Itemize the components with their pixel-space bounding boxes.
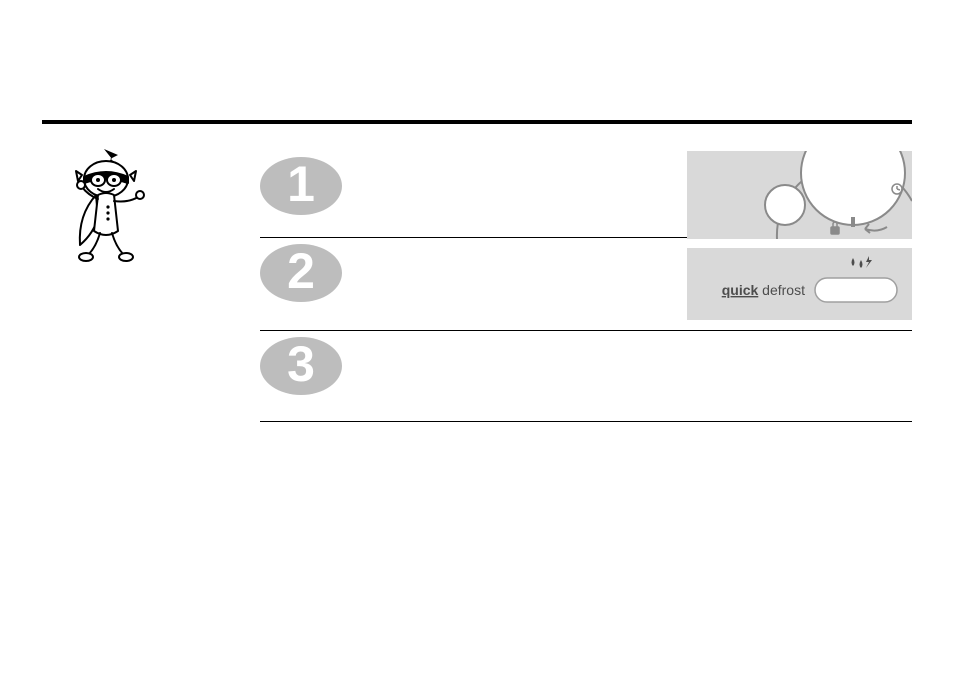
step-1: 1: [260, 145, 912, 237]
mascot-illustration: [58, 145, 168, 265]
step-body: [362, 244, 667, 302]
steps-list: 1: [260, 145, 912, 422]
step-number: 3: [287, 339, 315, 389]
step-number: 1: [287, 159, 315, 209]
step-separator: [260, 421, 912, 422]
step-number-badge: 1: [260, 157, 342, 215]
button-panel-illustration: quick defrost: [687, 244, 912, 324]
dial-panel-illustration: [687, 151, 912, 231]
step-number: 2: [287, 246, 315, 296]
step-body: [362, 337, 912, 395]
top-rule: [42, 120, 912, 124]
step-2: 2 quick defrost: [260, 238, 912, 330]
step-number-badge: 3: [260, 337, 342, 395]
svg-text:quick defrost: quick defrost: [722, 282, 805, 298]
quick-defrost-label-regular: defrost: [758, 282, 805, 298]
step-3: 3: [260, 331, 912, 421]
step-body: [362, 151, 667, 209]
step-number-badge: 2: [260, 244, 342, 302]
quick-defrost-label-bold: quick: [722, 282, 759, 298]
